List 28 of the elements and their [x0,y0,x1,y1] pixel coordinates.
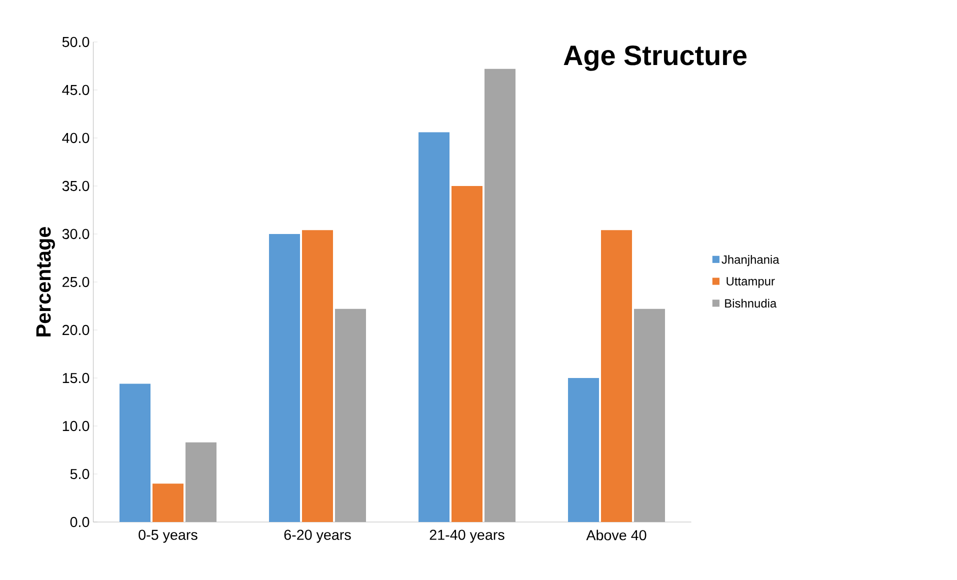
y-tick-label: 35.0 [62,180,90,192]
y-tick-label: 20.0 [62,324,90,336]
y-tick-label: 0.0 [70,516,90,528]
bar [452,186,483,522]
y-tick-label: 50.0 [62,36,90,48]
y-tick-label: 10.0 [62,420,90,432]
x-tick-label: 21-40 years [430,530,504,543]
legend-label: Bishnudia [725,298,777,308]
y-tick-label: 15.0 [62,372,90,384]
legend-label: Jhanjhania [722,255,780,266]
y-axis-title: Percentage [36,227,55,336]
x-tick-label: Above 40 [586,530,646,540]
x-tick-label: 6-20 years [284,530,351,543]
legend-label: Uttampur [726,277,775,288]
bar [568,378,600,522]
y-tick-label: 30.0 [62,228,90,240]
bar [152,484,184,522]
y-tick-label: 5.0 [70,468,90,480]
bar [418,132,450,522]
bar [269,234,300,522]
bar [120,384,151,522]
bar [601,230,632,522]
y-tick-label: 45.0 [62,84,90,96]
y-tick-label: 25.0 [62,276,90,288]
x-tick-label: 0-5 years [138,530,198,543]
bar [302,230,334,522]
y-tick-label: 40.0 [62,132,90,144]
chart-title: Age Structure [564,46,747,71]
